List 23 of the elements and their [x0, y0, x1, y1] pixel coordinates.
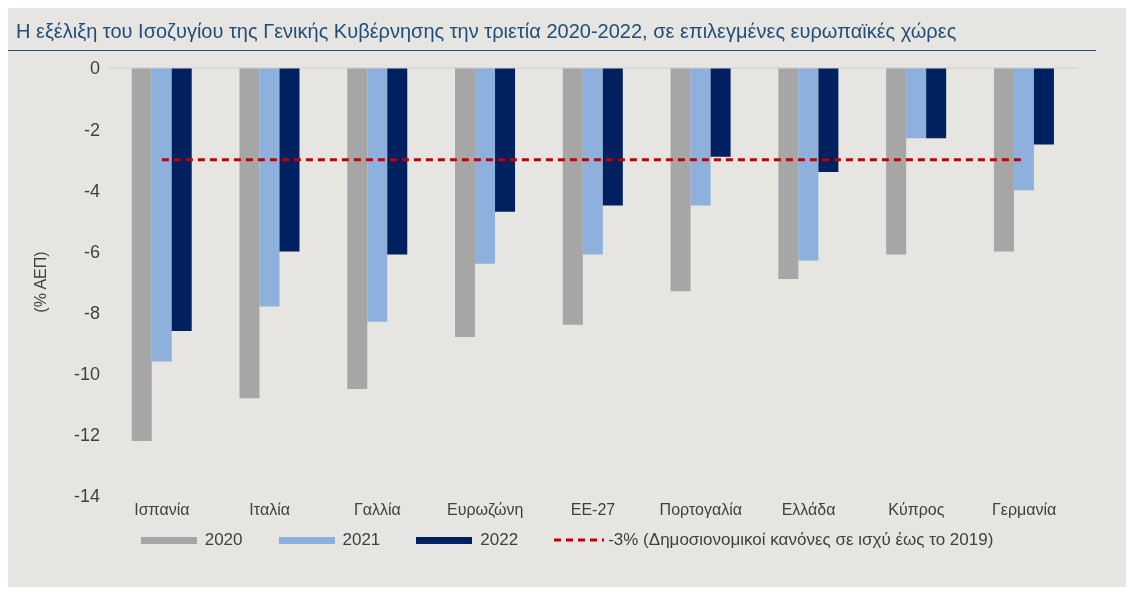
- y-tick-label: -8: [83, 302, 100, 323]
- y-tick-label: -6: [83, 241, 100, 262]
- x-tick-label: Γερμανία: [991, 501, 1057, 519]
- x-tick-label: Ελλάδα: [781, 501, 836, 519]
- x-tick-label: Γαλλία: [354, 501, 401, 519]
- y-tick-label: 0: [89, 58, 100, 79]
- legend-label: -3% (Δημοσιονομικοί κανόνες σε ισχύ έως το 2019): [608, 530, 994, 550]
- y-tick-label: -2: [83, 119, 100, 140]
- x-tick-label: Ιταλία: [249, 501, 290, 519]
- y-tick-label: -14: [73, 486, 100, 507]
- y-tick-label: -4: [83, 180, 100, 201]
- y-tick-label: -12: [73, 425, 100, 446]
- x-tick-label: ΕΕ-27: [570, 501, 616, 519]
- legend-label: 2021: [342, 530, 381, 550]
- legend-label: 2020: [204, 530, 243, 550]
- legend-label: 2022: [480, 530, 519, 550]
- x-tick-label: Ισπανία: [134, 501, 190, 519]
- x-tick-label: Πορτογαλία: [659, 501, 742, 519]
- x-tick-label: Ευρωζώνη: [447, 501, 524, 520]
- x-tick-label: Κύπρος: [888, 501, 945, 519]
- y-tick-label: -10: [73, 364, 100, 385]
- chart-title: Η εξέλιξη του Ισοζυγίου της Γενικής Κυβέρνησης την τριετία 2020-2022, σε επιλεγμένες ευρωπαϊκές χώρες: [8, 18, 1096, 51]
- y-axis-title: (% ΑΕΠ): [31, 251, 49, 313]
